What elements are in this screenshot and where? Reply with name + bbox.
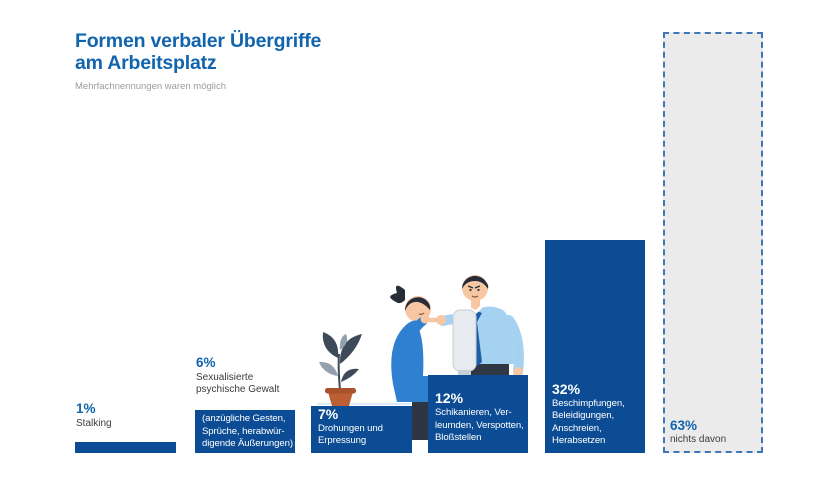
bar-box-text: Drohungen und: [318, 422, 383, 434]
bar-label-sexualisierte-gewalt: 6% Sexualisierte psychische Gewalt: [196, 355, 279, 397]
bar-category-label: Sexualisierte: [196, 372, 254, 383]
monitor-icon: [452, 309, 477, 375]
page-title: Formen verbaler Übergriffe am Arbeitspla…: [75, 30, 321, 74]
bar-stalking: [75, 442, 176, 453]
bar-label-stalking: 1% Stalking: [76, 401, 112, 430]
bar-category-label: psychische Gewalt: [196, 384, 280, 396]
page-subtitle: Mehrfachnennungen waren möglich: [75, 81, 227, 92]
bar-box-text: Anschreien,: [552, 422, 602, 434]
bar-box-text: Erpressung: [318, 435, 367, 447]
title-line-1: Formen verbaler Übergriffe: [75, 30, 322, 52]
bar-drohungen-erpressung: 7% Drohungen und Erpressung: [311, 406, 412, 453]
bar-box-text: Herabsetzen: [552, 435, 606, 447]
bar-category-label: nichts davon: [670, 433, 727, 445]
bar-value-label: 1%: [76, 401, 96, 416]
bar-box-text: (anzügliche Gesten,: [202, 413, 286, 424]
bar-value-label: 12%: [435, 390, 464, 407]
bar-box-text: Beschimpfungen,: [552, 397, 625, 409]
title-line-2: am Arbeitsplatz: [75, 52, 217, 74]
bar-box-text: Bloßstellen: [435, 432, 482, 444]
bar-schikanieren: 12% Schikanieren, Ver- leumden, Verspott…: [428, 375, 528, 453]
bar-box-text: Schikanieren, Ver-: [435, 407, 512, 419]
woman-figure: [390, 285, 433, 440]
bar-box-text: digende Äußerungen): [202, 438, 293, 450]
bar-box-text: leumden, Verspotten,: [435, 419, 524, 431]
office-scene-illustration: [317, 275, 524, 440]
bar-value-label: 63%: [670, 417, 698, 433]
bar-box-text: Sprüche, herabwür-: [202, 425, 285, 437]
bar-beschimpfungen: 32% Beschimpfungen, Beleidigungen, Ansch…: [545, 240, 645, 453]
plant-icon: [319, 332, 362, 406]
bar-value-label: 7%: [318, 405, 339, 422]
bar-value-label: 6%: [196, 355, 216, 370]
bar-value-label: 32%: [552, 380, 581, 397]
bar-box-text: Beleidigungen,: [552, 410, 615, 422]
bar-sexualisierte-gewalt: (anzügliche Gesten, Sprüche, herabwür- d…: [195, 410, 295, 453]
bar-nichts-davon: 63% nichts davon: [663, 32, 763, 453]
bar-category-label: Stalking: [76, 418, 112, 429]
